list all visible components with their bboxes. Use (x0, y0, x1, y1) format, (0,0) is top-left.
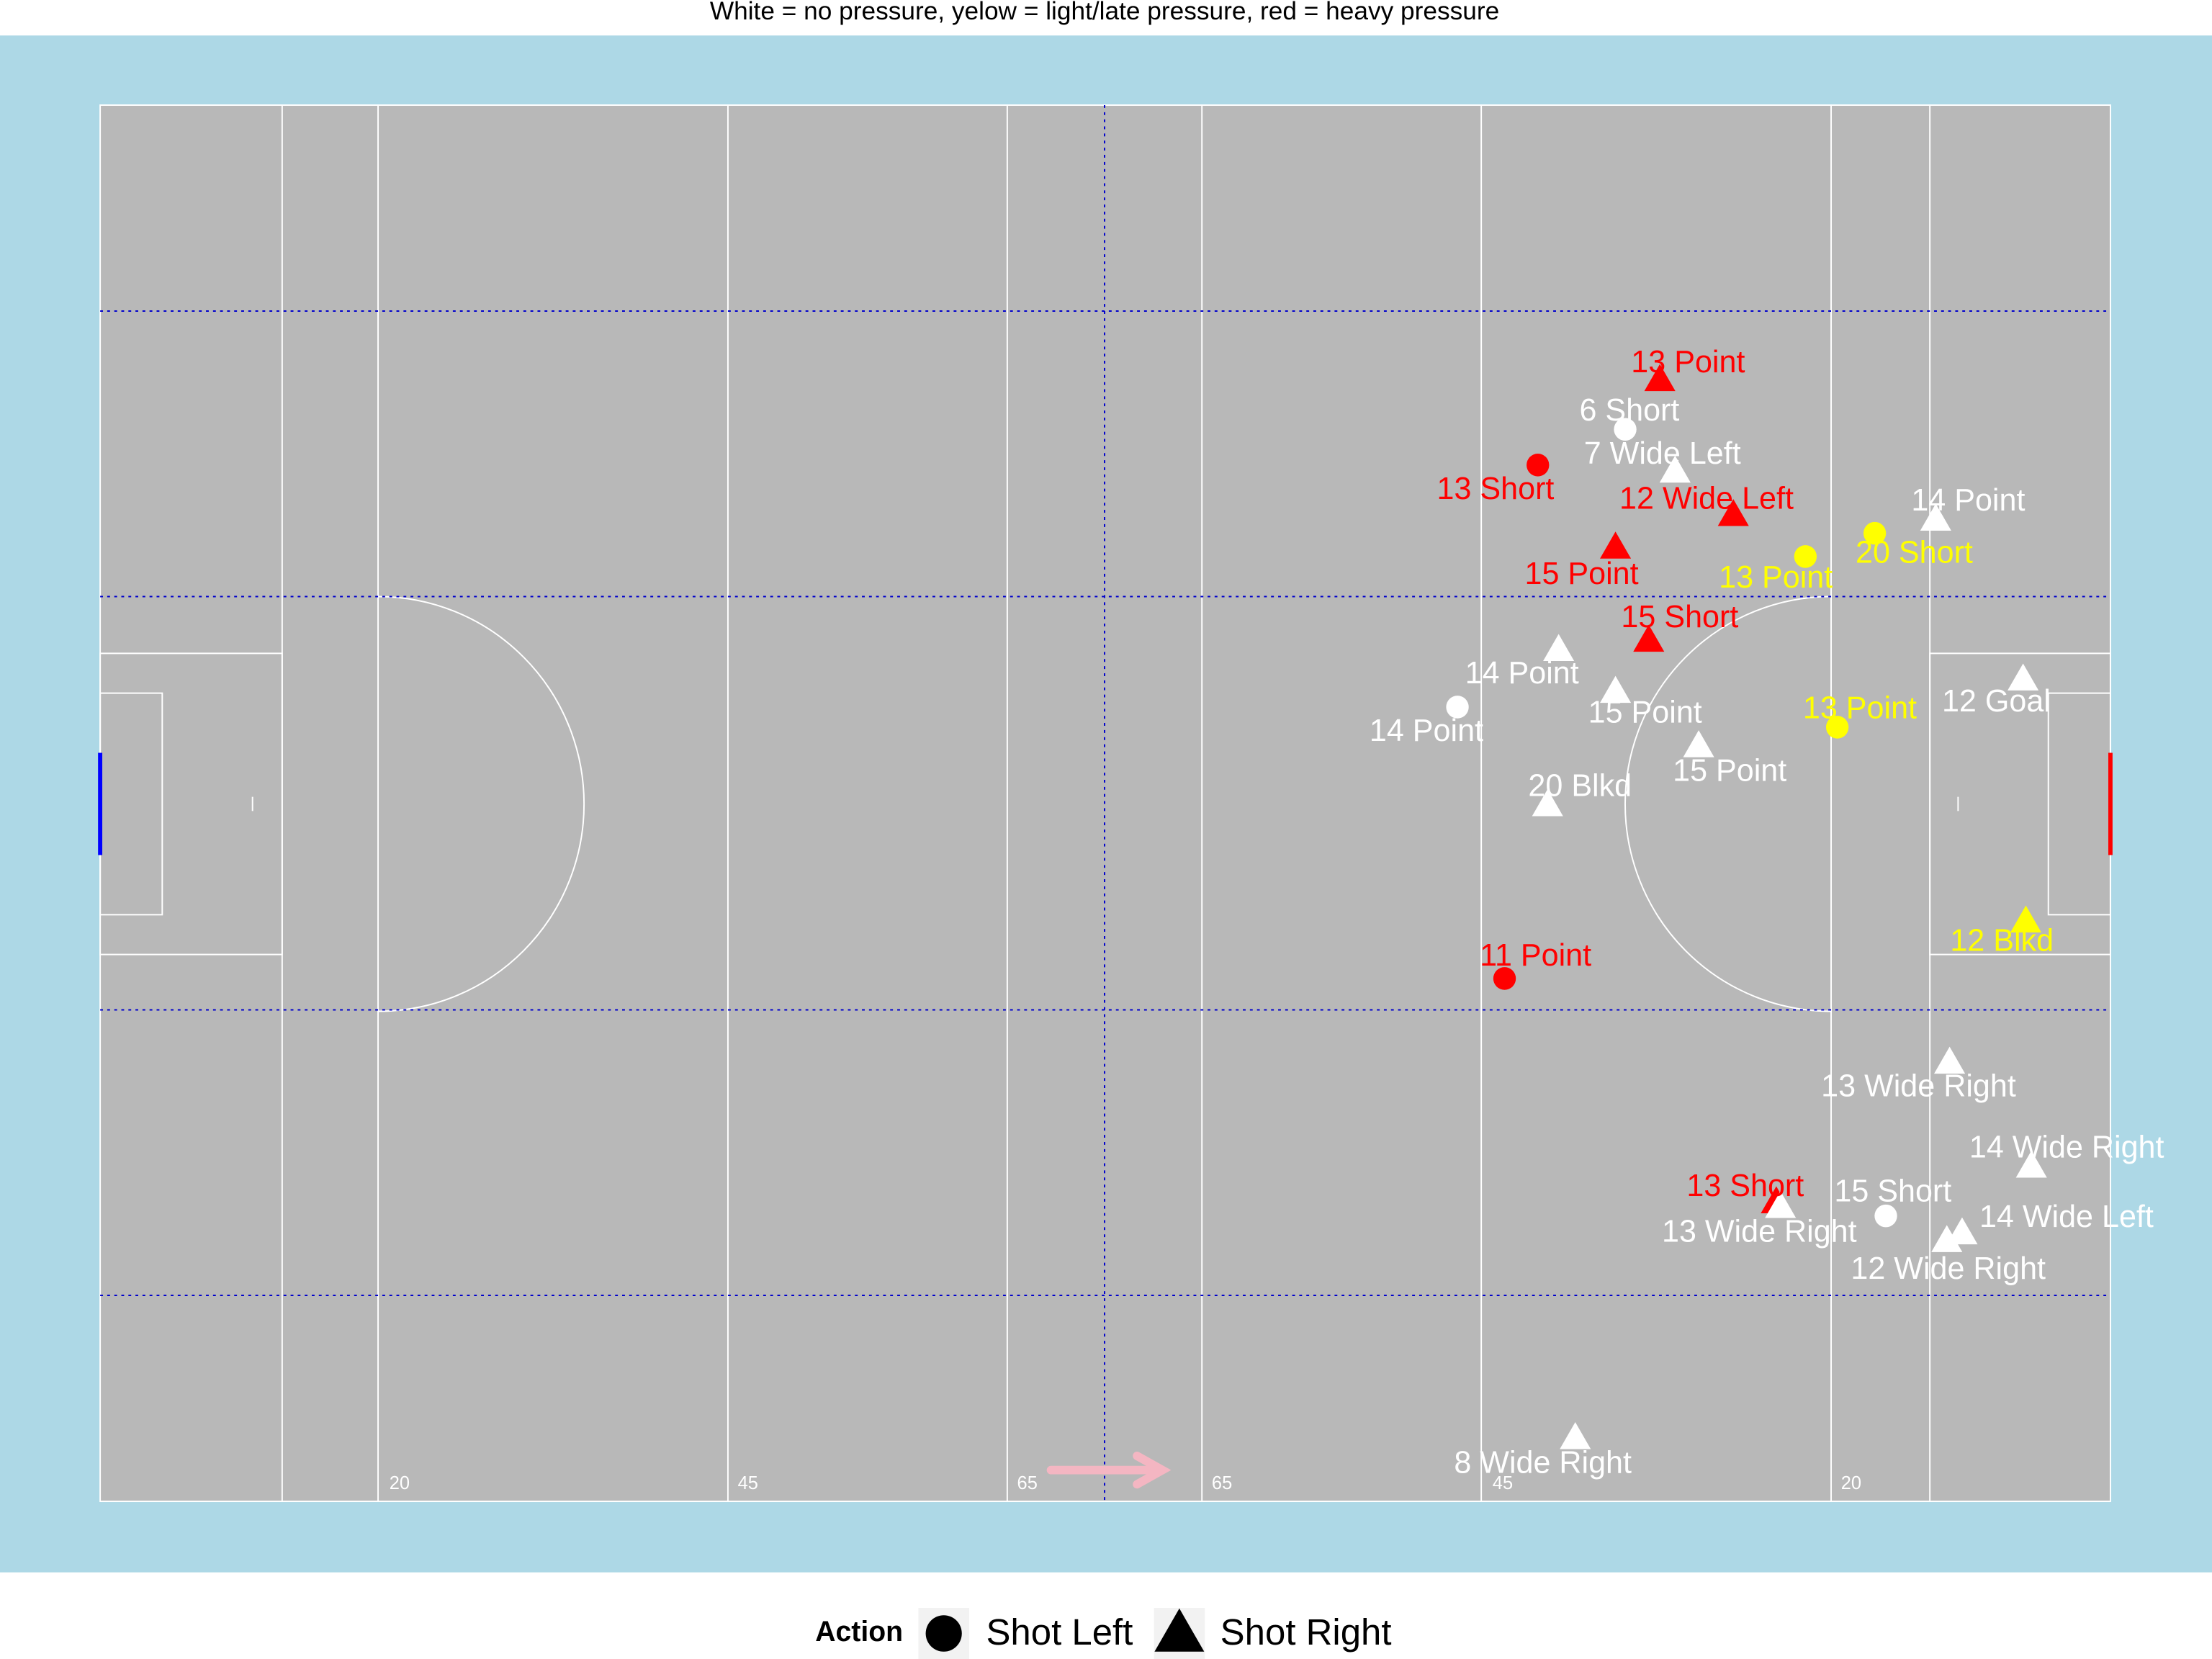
direction-arrow (1046, 1451, 1172, 1489)
arrow-head (1133, 1451, 1172, 1489)
point (2015, 1150, 2047, 1178)
point (1863, 521, 1887, 545)
point (1600, 531, 1632, 559)
pitch-label: 20 (1841, 1473, 1861, 1493)
point (1794, 545, 1817, 568)
point-label: 14 Point (1911, 483, 2025, 518)
point-label: 15 Point (1524, 557, 1638, 591)
legend-label: Shot Right (1220, 1611, 1392, 1653)
point (1560, 1422, 1591, 1449)
point (1600, 675, 1632, 703)
point-label: 8 Wide Right (1454, 1446, 1632, 1480)
point-label: 13 Point (1719, 560, 1833, 595)
point-label: 14 Wide Right (1969, 1130, 2164, 1164)
point-label: 13 Wide Right (1821, 1069, 2016, 1103)
point-label: 12 Blkd (1950, 923, 2054, 958)
legend-symbol (1154, 1608, 1205, 1652)
point-label: 15 Short (1834, 1174, 1951, 1208)
point-label: 12 Wide Left (1619, 481, 1794, 516)
point (1633, 624, 1665, 652)
point-label: 13 Short (1437, 472, 1555, 506)
point-label: 20 Blkd (1528, 768, 1632, 803)
point-label: 15 Point (1588, 695, 1702, 729)
point (1527, 454, 1550, 477)
point-label: 14 Point (1370, 714, 1483, 748)
point-label: 12 Wide Right (1851, 1251, 2046, 1286)
point-label: 14 Point (1465, 656, 1579, 691)
guides (100, 104, 2110, 1502)
point (1920, 503, 1951, 531)
point (1644, 364, 1676, 392)
pitch-label: 45 (1493, 1473, 1513, 1493)
point-label: 12 Goal (1942, 684, 2051, 719)
pitch-label: 20 (390, 1473, 410, 1493)
arc (1624, 595, 1832, 1012)
point-label: 13 Wide Right (1662, 1214, 1857, 1249)
point-label: 15 Short (1621, 600, 1738, 634)
point-label: 13 Point (1803, 691, 1917, 726)
point (1446, 696, 1469, 719)
point (1931, 1225, 1963, 1252)
point (1934, 1046, 1966, 1074)
point (2008, 663, 2039, 691)
legend-symbol (925, 1615, 962, 1652)
pitch-label: 45 (738, 1473, 758, 1493)
point-label: 6 Short (1579, 393, 1679, 428)
point (1532, 788, 1563, 817)
arc (378, 595, 585, 1012)
pitch-label: 65 (1212, 1473, 1232, 1493)
point (1825, 716, 1849, 739)
point (1765, 1190, 1797, 1218)
point (1543, 634, 1575, 661)
point-label: 15 Point (1673, 754, 1786, 788)
pitch-label: 65 (1017, 1473, 1038, 1493)
point-label: 13 Point (1631, 345, 1745, 379)
point-label: 14 Wide Left (1979, 1200, 2154, 1234)
point-label: 20 Short (1856, 536, 1973, 570)
point (1614, 418, 1637, 441)
legend-label: Shot Left (986, 1611, 1133, 1653)
point (1493, 967, 1516, 990)
point-label: 13 Short (1686, 1169, 1804, 1203)
chart-title: White = no pressure, yelow = light/late … (710, 0, 1499, 25)
point (1874, 1204, 1897, 1228)
point (1683, 730, 1714, 757)
point (1717, 499, 1749, 526)
point (1946, 1217, 1978, 1245)
point (2010, 905, 2042, 933)
legend-title: Action (815, 1616, 903, 1647)
point-label: 11 Point (1480, 938, 1591, 973)
point-label: 7 Wide Left (1584, 436, 1741, 471)
point (1659, 455, 1691, 483)
